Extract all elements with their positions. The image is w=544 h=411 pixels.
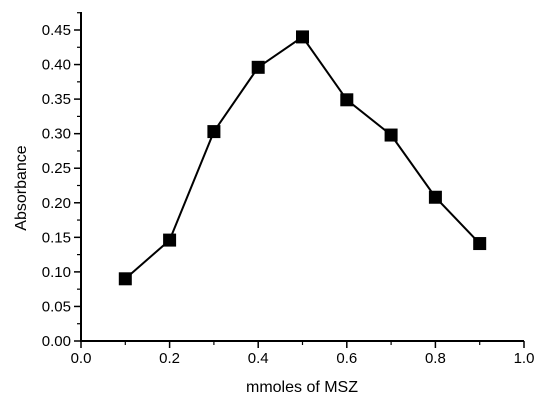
data-point-square — [251, 60, 265, 74]
y-tick-label: 0.45 — [42, 22, 71, 39]
axis-ticks: 0.0 0.2 0.4 0.6 0.8 1.0 0.00 0.05 0.10 0.15 0.20 0.… — [42, 12, 535, 367]
data-point-square — [340, 93, 354, 107]
data-point-square — [118, 272, 132, 286]
y-tick-label: 0.25 — [42, 160, 71, 177]
x-axis-label: mmoles of MSZ — [246, 379, 358, 396]
axes — [80, 12, 524, 342]
y-tick-label: 0.30 — [42, 126, 71, 143]
y-tick-label: 0.05 — [42, 298, 71, 315]
x-tick-label: 0.0 — [71, 350, 92, 367]
data-point-square — [163, 233, 177, 247]
y-tick-label: 0.35 — [42, 91, 71, 108]
x-tick-label: 1.0 — [514, 350, 535, 367]
y-axis-label: Absorbance — [13, 145, 30, 230]
y-tick-label: 0.10 — [42, 264, 71, 281]
y-tick-label: 0.40 — [42, 57, 71, 74]
data-point-square — [384, 128, 398, 142]
x-tick-label: 0.8 — [425, 350, 446, 367]
y-tick-label: 0.20 — [42, 195, 71, 212]
x-tick-label: 0.2 — [159, 350, 180, 367]
y-tick-label: 0.15 — [42, 229, 71, 246]
data-point-square — [473, 237, 487, 251]
x-tick-label: 0.4 — [248, 350, 269, 367]
data-point-square — [207, 125, 221, 139]
data-series — [118, 30, 487, 286]
data-point-square — [296, 30, 309, 44]
data-point-square — [428, 190, 442, 204]
x-tick-label: 0.6 — [336, 350, 357, 367]
series-line — [124, 35, 481, 280]
y-tick-label: 0.00 — [42, 333, 71, 350]
